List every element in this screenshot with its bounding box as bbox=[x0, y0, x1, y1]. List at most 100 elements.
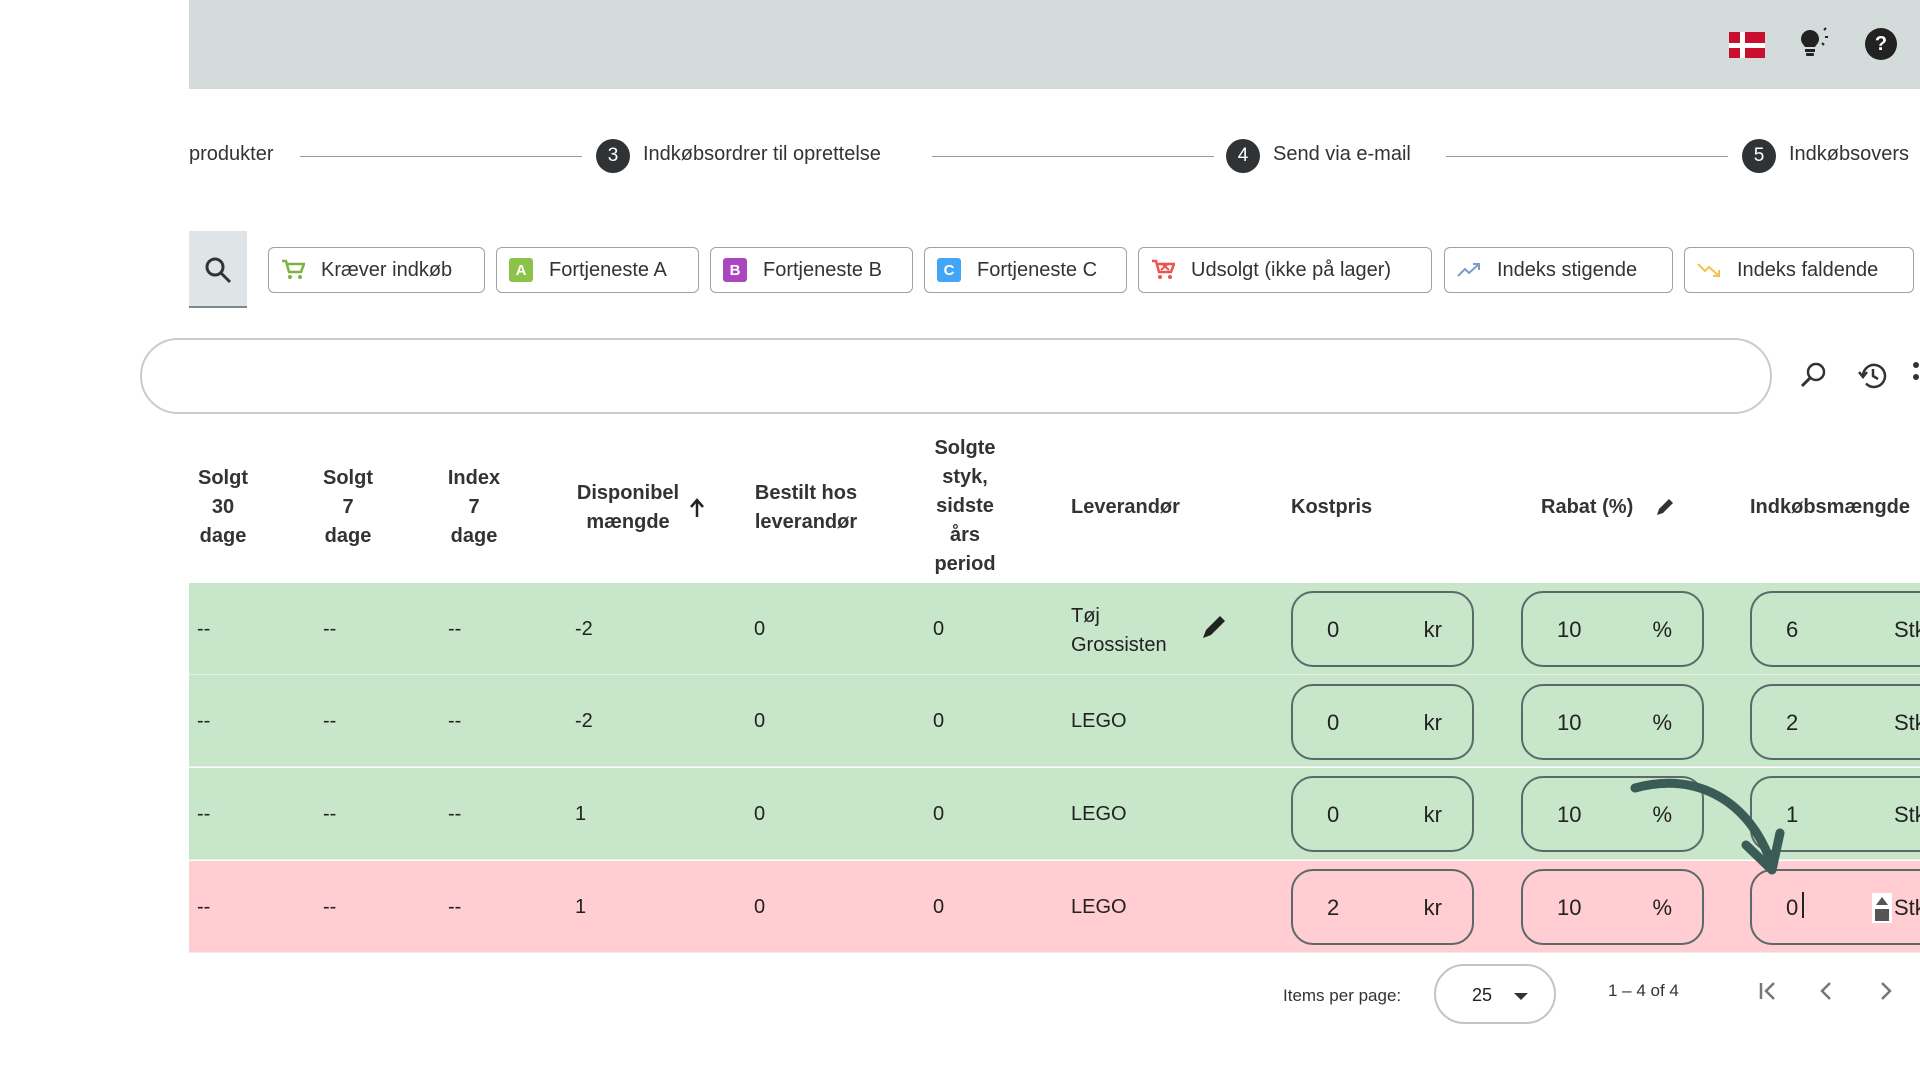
header-kostpris[interactable]: Kostpris bbox=[1291, 496, 1373, 518]
header-index-7-dage[interactable]: Index 7 dage bbox=[444, 464, 504, 551]
chip-label: Fortjeneste A bbox=[549, 258, 667, 281]
cell-disponibel: 1 bbox=[575, 803, 587, 825]
edit-pencil-icon[interactable] bbox=[1654, 496, 1676, 518]
page-size-value: 25 bbox=[1472, 985, 1493, 1005]
maengde-value: 1 bbox=[1786, 802, 1799, 827]
leverandor-line: Tøj bbox=[1071, 605, 1100, 627]
header-line: sidste bbox=[936, 495, 994, 517]
danish-flag-icon[interactable] bbox=[1729, 32, 1765, 58]
cell-bestilt: 0 bbox=[754, 896, 766, 918]
maengde-unit: Stk bbox=[1894, 617, 1920, 642]
step-label-send-email[interactable]: Send via e-mail bbox=[1273, 143, 1411, 165]
header-leverandor[interactable]: Leverandør bbox=[1071, 496, 1180, 518]
sort-arrow-up-icon[interactable] bbox=[690, 498, 704, 518]
header-rabat[interactable]: Rabat (%) bbox=[1541, 496, 1634, 518]
next-page-icon[interactable] bbox=[1868, 978, 1902, 1012]
edit-supplier-pencil-icon[interactable] bbox=[1200, 613, 1228, 641]
cell-index7: -- bbox=[448, 896, 462, 918]
cell-leverandor: LEGO bbox=[1071, 803, 1127, 825]
step-number-3[interactable]: 3 bbox=[596, 139, 630, 173]
step-connector bbox=[932, 156, 1214, 157]
filter-chip-indeks-faldende[interactable]: Indeks faldende bbox=[1684, 247, 1914, 293]
lightbulb-icon[interactable] bbox=[1797, 26, 1831, 60]
indkobsmaengde-input[interactable]: 1 Stk bbox=[1750, 776, 1920, 852]
filter-chip-fortjeneste-c[interactable]: C Fortjeneste C bbox=[924, 247, 1127, 293]
header-line: dage bbox=[324, 525, 372, 547]
cell-bestilt: 0 bbox=[754, 618, 766, 640]
step-number-4[interactable]: 4 bbox=[1226, 139, 1260, 173]
kostpris-unit: kr bbox=[1423, 802, 1442, 827]
filter-chip-udsolgt[interactable]: Udsolgt (ikke på lager) bbox=[1138, 247, 1432, 293]
first-page-icon[interactable] bbox=[1752, 978, 1786, 1012]
filter-chip-kraever-indkob[interactable]: Kræver indkøb bbox=[268, 247, 485, 293]
kostpris-input[interactable]: 0 kr bbox=[1291, 776, 1474, 852]
header-line: års bbox=[949, 524, 981, 546]
rabat-input[interactable]: 10 % bbox=[1521, 591, 1704, 667]
indkobsmaengde-input[interactable]: 6 Stk bbox=[1750, 591, 1920, 667]
table-row bbox=[189, 675, 1920, 767]
filter-chip-fortjeneste-b[interactable]: B Fortjeneste B bbox=[710, 247, 913, 293]
rabat-value: 10 bbox=[1557, 617, 1582, 642]
header-line: dage bbox=[450, 525, 498, 547]
header-line: 30 bbox=[211, 496, 235, 518]
search-input[interactable] bbox=[140, 338, 1772, 414]
rabat-input[interactable]: 10 % bbox=[1521, 776, 1704, 852]
header-line: 7 bbox=[342, 496, 354, 518]
header-line: Solgt bbox=[198, 467, 248, 489]
rabat-input[interactable]: 10 % bbox=[1521, 684, 1704, 760]
history-icon[interactable] bbox=[1856, 359, 1890, 393]
top-bar bbox=[189, 0, 1920, 89]
search-zoom-icon[interactable] bbox=[1797, 359, 1831, 393]
step-number-5[interactable]: 5 bbox=[1742, 139, 1776, 173]
header-indkobsmaengde[interactable]: Indkøbsmængde bbox=[1750, 496, 1911, 518]
rabat-input[interactable]: 10 % bbox=[1521, 869, 1704, 945]
rabat-value: 10 bbox=[1557, 895, 1582, 920]
chevron-down-icon bbox=[1514, 993, 1528, 1000]
cart-empty-icon bbox=[1151, 258, 1175, 282]
cell-leverandor: LEGO bbox=[1071, 710, 1127, 732]
previous-page-icon[interactable] bbox=[1810, 978, 1844, 1012]
cart-icon bbox=[281, 258, 305, 282]
maengde-value: 6 bbox=[1786, 617, 1799, 642]
rabat-value: 10 bbox=[1557, 802, 1582, 827]
step-connector bbox=[300, 156, 582, 157]
badge-c-icon: C bbox=[937, 258, 961, 282]
step-label-indkobsoversigt[interactable]: Indkøbsovers bbox=[1789, 143, 1910, 165]
cell-solgt30: -- bbox=[197, 618, 211, 640]
page-range: 1 – 4 of 4 bbox=[1608, 981, 1679, 1000]
cell-index7: -- bbox=[448, 618, 462, 640]
search-tab[interactable] bbox=[189, 231, 247, 308]
header-solgte-styk[interactable]: Solgte styk, sidste års period bbox=[920, 434, 1010, 579]
filter-chip-indeks-stigende[interactable]: Indeks stigende bbox=[1444, 247, 1673, 293]
header-bestilt-hos-leverandor[interactable]: Bestilt hos leverandør bbox=[748, 479, 864, 537]
leverandor-line: Grossisten bbox=[1071, 634, 1167, 656]
filter-chip-fortjeneste-a[interactable]: A Fortjeneste A bbox=[496, 247, 699, 293]
cell-solgt30: -- bbox=[197, 896, 211, 918]
help-icon[interactable]: ? bbox=[1865, 28, 1897, 60]
cell-solgt30: -- bbox=[197, 803, 211, 825]
page-size-select[interactable]: 25 bbox=[1434, 964, 1556, 1024]
header-solgt-30-dage[interactable]: Solgt 30 dage bbox=[193, 464, 253, 551]
indkobsmaengde-input[interactable]: 2 Stk bbox=[1750, 684, 1920, 760]
annotation-arrow-icon bbox=[1630, 778, 1785, 875]
cell-solgt7: -- bbox=[323, 803, 337, 825]
chip-label: Indeks faldende bbox=[1737, 258, 1879, 281]
kostpris-input[interactable]: 0 kr bbox=[1291, 591, 1474, 667]
header-line: 7 bbox=[468, 496, 480, 518]
step-label-produkter[interactable]: produkter bbox=[189, 143, 274, 165]
header-disponibel-maengde[interactable]: Disponibel mængde bbox=[568, 479, 688, 537]
kostpris-input[interactable]: 0 kr bbox=[1291, 684, 1474, 760]
more-vert-icon[interactable] bbox=[1913, 362, 1920, 392]
header-line: Disponibel bbox=[576, 482, 680, 504]
header-solgt-7-dage[interactable]: Solgt 7 dage bbox=[318, 464, 378, 551]
kostpris-unit: kr bbox=[1423, 617, 1442, 642]
number-spinner-icon[interactable] bbox=[1872, 893, 1892, 923]
maengde-unit: Stk bbox=[1894, 710, 1920, 735]
cell-disponibel: -2 bbox=[575, 618, 593, 640]
kostpris-input[interactable]: 2 kr bbox=[1291, 869, 1474, 945]
cell-leverandor: LEGO bbox=[1071, 896, 1127, 918]
trending-up-icon bbox=[1457, 258, 1481, 282]
step-label-indkobsordrer[interactable]: Indkøbsordrer til oprettelse bbox=[643, 143, 881, 165]
header-line: dage bbox=[199, 525, 247, 547]
indkobsmaengde-input-focused[interactable]: 0 Stk bbox=[1750, 869, 1920, 945]
